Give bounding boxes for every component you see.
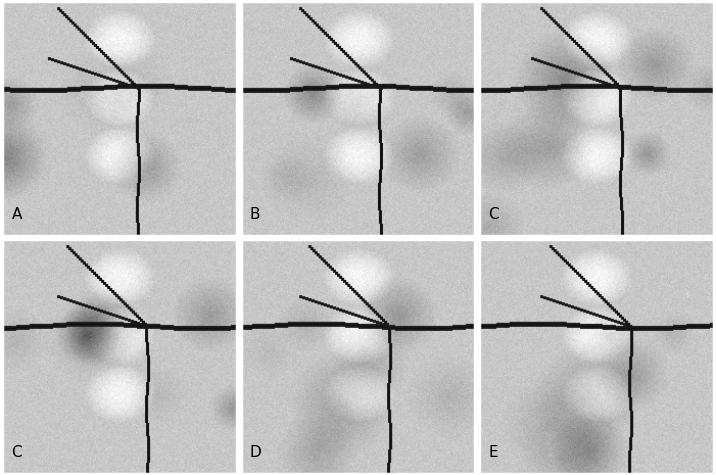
Text: C: C (488, 207, 499, 222)
Text: E: E (488, 445, 498, 459)
Text: C: C (11, 445, 22, 459)
Text: B: B (250, 207, 261, 222)
Text: D: D (250, 445, 262, 459)
Text: A: A (11, 207, 22, 222)
